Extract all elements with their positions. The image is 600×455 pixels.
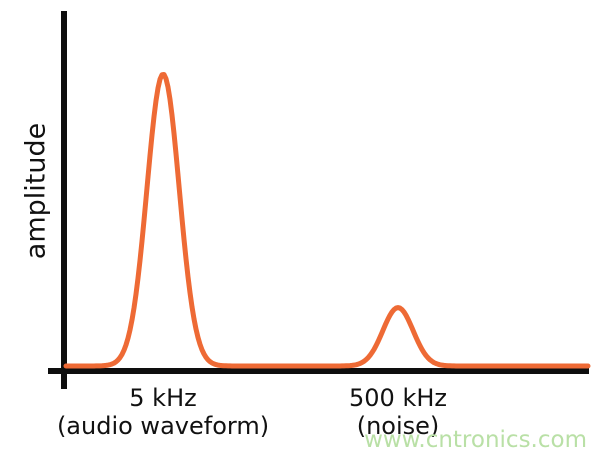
y-axis-line [61,11,67,389]
x-tick-audio-description: (audio waveform) [56,412,270,440]
x-tick-noise-peak: 500 kHz (noise) [349,384,447,440]
y-axis-label: amplitude [20,122,52,260]
x-tick-noise-description: (noise) [356,412,440,440]
x-axis-line [48,368,589,374]
x-tick-noise-frequency: 500 kHz [349,384,447,412]
x-tick-audio-peak: 5 kHz (audio waveform) [57,384,269,440]
watermark-text: www.cntronics.com [364,427,587,453]
spectrum-curve [63,72,591,369]
x-tick-audio-frequency: 5 kHz [129,384,197,412]
spectrum-curve-path [63,72,591,369]
